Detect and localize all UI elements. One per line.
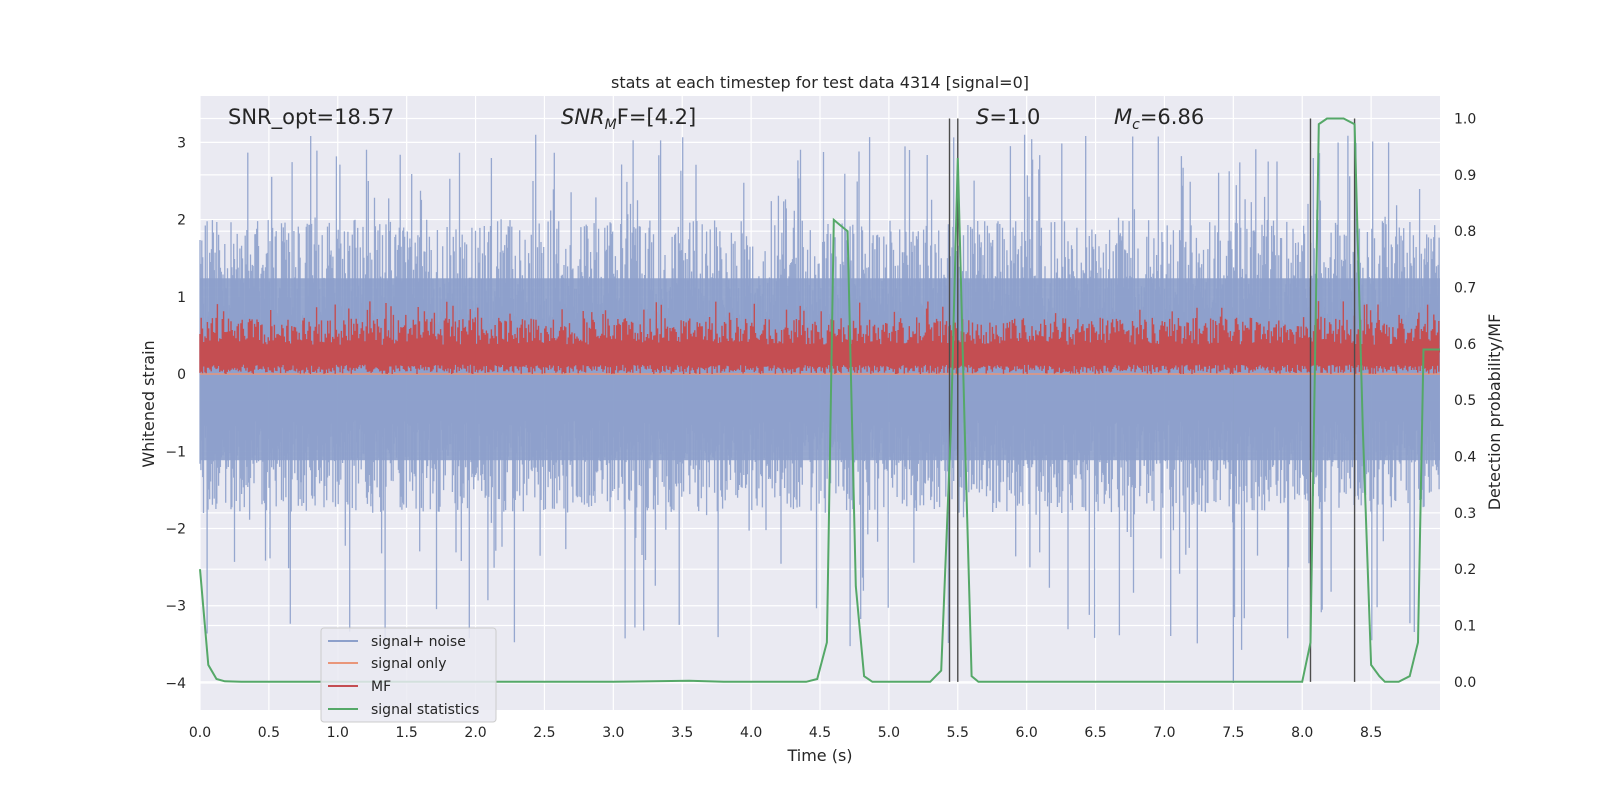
mc-variable: M (1114, 105, 1132, 129)
x-tick-label: 2.5 (533, 725, 555, 741)
y2-tick-label: 0.3 (1454, 506, 1476, 522)
y-tick-label: −4 (165, 676, 186, 692)
y-axis-label: Whitened strain (139, 340, 158, 467)
s-annotation: S=1.0 (976, 105, 1040, 129)
mc-annotation: Mc=6.86 (1114, 105, 1204, 133)
y-tick-label: −1 (165, 444, 186, 460)
snr-mf-annotation: SNRMF=[4.2] (561, 105, 696, 133)
s-value: =1.0 (989, 105, 1040, 129)
x-tick-label: 1.0 (327, 725, 349, 741)
y2-tick-label: 0.1 (1454, 619, 1476, 635)
y2-tick-label: 0.8 (1454, 224, 1476, 240)
x-tick-label: 2.0 (464, 725, 486, 741)
x-tick-label: 8.5 (1360, 725, 1382, 741)
mc-value: =6.86 (1140, 105, 1204, 129)
x-tick-label: 4.0 (740, 725, 762, 741)
y2-axis-label: Detection probability/MF (1485, 314, 1504, 511)
y-tick-label: −2 (165, 522, 186, 538)
x-tick-label: 0.5 (258, 725, 280, 741)
y-tick-label: 1 (177, 290, 186, 306)
y2-tick-label: 0.9 (1454, 168, 1476, 184)
x-tick-label: 7.5 (1222, 725, 1244, 741)
y2-tick-label: 0.2 (1454, 562, 1476, 578)
legend: signal+ noise signal only MF signal stat… (320, 627, 497, 723)
y-tick-label: −3 (165, 599, 186, 615)
x-tick-label: 0.0 (189, 725, 211, 741)
x-tick-label: 3.0 (602, 725, 624, 741)
legend-label-signal-statistics: signal statistics (371, 702, 479, 718)
x-tick-label: 6.0 (1016, 725, 1038, 741)
snr-mf-prefix: SNR (561, 105, 605, 129)
y-tick-label: 0 (177, 367, 186, 383)
y-tick-label: 2 (177, 213, 186, 229)
snr-opt-annotation: SNR_opt=18.57 (228, 105, 394, 130)
x-axis-ticks: 0.0 0.5 1.0 1.5 2.0 2.5 3.0 3.5 4.0 4.5 5.0 5.5 6.0 6… (189, 725, 1382, 741)
y-tick-label: 3 (177, 135, 186, 151)
chart-title: stats at each timestep for test data 431… (611, 73, 1029, 92)
y2-tick-label: 0.6 (1454, 337, 1476, 353)
x-tick-label: 4.5 (809, 725, 831, 741)
snr-mf-subscript: M (605, 117, 617, 133)
x-tick-label: 1.5 (396, 725, 418, 741)
signal-statistics-line (199, 117, 1440, 683)
y2-tick-label: 0.5 (1454, 393, 1476, 409)
x-tick-label: 6.5 (1084, 725, 1106, 741)
legend-box (320, 627, 497, 723)
snr-mf-suffix: F=[4.2] (617, 105, 696, 129)
x-tick-label: 5.5 (947, 725, 969, 741)
mc-subscript: c (1132, 117, 1140, 133)
x-tick-label: 3.5 (671, 725, 693, 741)
x-tick-label: 5.0 (878, 725, 900, 741)
x-tick-label: 8.0 (1291, 725, 1313, 741)
mf-series (199, 301, 1440, 374)
y2-tick-label: 0.7 (1454, 281, 1476, 297)
y2-tick-label: 0.4 (1454, 450, 1476, 466)
legend-label-signal-noise: signal+ noise (371, 634, 466, 650)
signal-statistics-series (199, 117, 1440, 683)
x-axis-label: Time (s) (786, 746, 852, 765)
y2-tick-label: 0.0 (1454, 675, 1476, 691)
legend-label-signal-only: signal only (371, 656, 446, 672)
s-variable: S (976, 105, 989, 129)
x-tick-label: 7.0 (1153, 725, 1175, 741)
y2-tick-label: 1.0 (1454, 112, 1476, 128)
legend-label-mf: MF (371, 679, 391, 695)
y2-axis-ticks: 1.0 0.9 0.8 0.7 0.6 0.5 0.4 0.3 0.2 0.1 0.0 (1454, 112, 1476, 691)
y-axis-ticks: 3 2 1 0 −1 −2 −3 −4 (165, 135, 186, 692)
